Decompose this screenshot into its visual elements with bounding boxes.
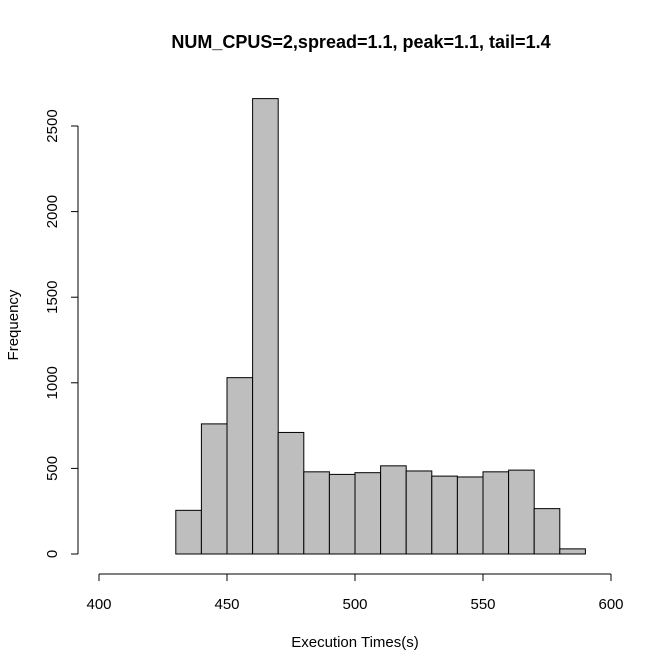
histogram-bar-580-590 [559,548,586,555]
y-tick-label: 0 [44,550,61,558]
y-tick-label: 500 [44,456,61,481]
x-tick-label: 400 [86,596,111,613]
y-tick-label: 2500 [44,109,61,142]
y-tick-label: 2000 [44,195,61,228]
histogram-bars [175,98,586,555]
histogram-bar-500-510 [354,472,382,555]
histogram-bar-560-570 [508,469,535,555]
histogram-bar-440-450 [200,423,228,555]
y-tick-label: 1500 [44,281,61,314]
x-axis-label: Execution Times(s) [291,634,419,651]
y-axis-label: Frequency [5,289,22,360]
y-tick-label: 1000 [44,366,61,399]
histogram-bar-450-460 [226,377,254,555]
histogram-bar-430-440 [175,509,202,555]
histogram-bar-530-540 [431,475,458,555]
chart-title: NUM_CPUS=2,spread=1.1, peak=1.1, tail=1.… [171,32,550,52]
y-axis: 0 500 1000 1500 2000 2500 [44,109,79,558]
x-tick-label: 450 [214,596,239,613]
histogram-bar-490-500 [328,473,356,555]
histogram-bar-470-480 [277,431,305,555]
histogram-bar-570-580 [533,508,561,555]
histogram-bar-520-530 [405,470,433,555]
x-axis: 400 450 500 550 600 [86,573,624,613]
histogram-bar-460-470 [252,98,279,555]
x-tick-label: 500 [342,596,367,613]
histogram-bar-540-550 [456,476,484,555]
x-tick-label: 550 [470,596,495,613]
histogram-bar-480-490 [303,471,330,555]
x-tick-label: 600 [598,596,623,613]
histogram-bar-550-560 [482,471,510,555]
histogram-bar-510-520 [380,465,407,555]
